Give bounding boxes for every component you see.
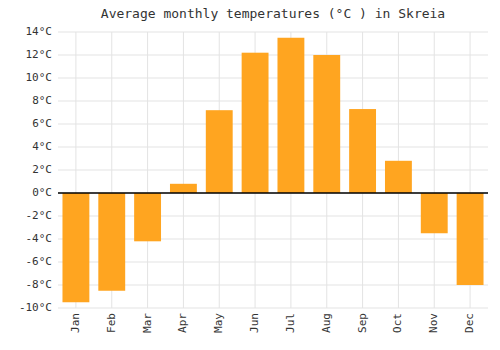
y-tick-label: 2°C	[32, 163, 52, 176]
x-tick-label: Dec	[463, 313, 476, 333]
zero-line	[58, 192, 488, 194]
y-tick-label: 10°C	[26, 71, 53, 84]
bar	[134, 193, 161, 241]
chart-svg: -10°C -8°C -6°C -4°C -2°C 0°C 2°C 4°C 6°C 8°C 10°C…	[0, 0, 500, 350]
y-grid-line	[58, 32, 488, 33]
bar	[349, 109, 376, 193]
bar	[98, 193, 125, 291]
bars	[62, 38, 483, 303]
y-grid-line	[58, 124, 488, 125]
x-tick-label: Oct	[391, 313, 404, 333]
x-grid-line	[147, 32, 148, 308]
bar	[385, 161, 412, 193]
x-tick-label: Sep	[356, 313, 369, 333]
grid	[58, 32, 488, 308]
x-tick-label: Apr	[176, 313, 189, 333]
y-grid-line	[58, 55, 488, 56]
x-tick-label: Jun	[248, 313, 261, 333]
x-grid-line	[434, 32, 435, 308]
y-grid-line	[58, 101, 488, 102]
bar	[277, 38, 304, 193]
x-tick-label: Jul	[284, 313, 297, 333]
y-tick-label: 14°C	[26, 25, 53, 38]
y-tick-label: -6°C	[26, 255, 53, 268]
bar	[62, 193, 89, 302]
x-tick-label: Feb	[105, 313, 118, 333]
y-grid-line	[58, 170, 488, 171]
x-grid-line	[183, 32, 184, 308]
y-tick-label: 12°C	[26, 48, 53, 61]
x-tick-label: Aug	[320, 313, 333, 333]
x-tick-label: Mar	[141, 313, 154, 333]
y-grid-line	[58, 193, 488, 194]
bar	[170, 184, 197, 193]
y-grid-line	[58, 78, 488, 79]
bar	[242, 53, 269, 193]
axes: -10°C -8°C -6°C -4°C -2°C 0°C 2°C 4°C 6°C 8°C 10°C…	[19, 25, 476, 333]
bar	[206, 110, 233, 193]
x-tick-label: Jan	[69, 313, 82, 333]
y-tick-label: -4°C	[26, 232, 53, 245]
y-tick-label: 6°C	[32, 117, 52, 130]
y-grid-line	[58, 308, 488, 309]
y-tick-label: -2°C	[26, 209, 53, 222]
bar	[421, 193, 448, 233]
bar	[457, 193, 484, 285]
y-grid-line	[58, 147, 488, 148]
y-tick-label: 8°C	[32, 94, 52, 107]
page: {"chart_data": {"type": "bar", "title": …	[0, 0, 500, 350]
bar	[313, 55, 340, 193]
y-tick-label: 4°C	[32, 140, 52, 153]
x-tick-label: May	[212, 313, 225, 333]
title: Average monthly temperatures (°C ) in Sk…	[101, 6, 445, 21]
y-tick-label: -8°C	[26, 278, 53, 291]
y-tick-label: 0°C	[32, 186, 52, 199]
y-tick-label: -10°C	[19, 301, 52, 314]
chart-container: -10°C -8°C -6°C -4°C -2°C 0°C 2°C 4°C 6°C 8°C 10°C…	[0, 0, 500, 350]
x-tick-label: Nov	[427, 313, 440, 333]
